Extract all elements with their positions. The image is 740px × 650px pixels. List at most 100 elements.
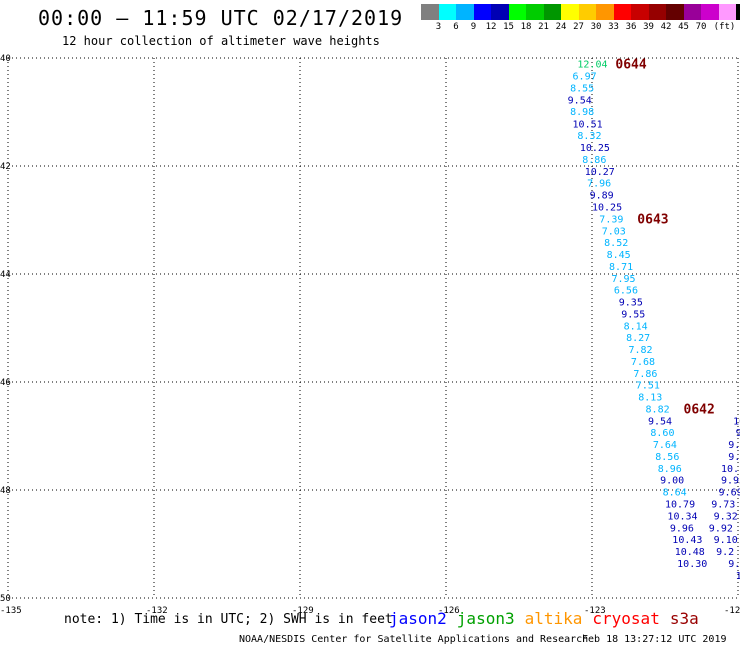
wave-height-value: 9.54 xyxy=(568,96,592,107)
chart-subtitle: 12 hour collection of altimeter wave hei… xyxy=(62,34,380,48)
wave-height-value: 10.27 xyxy=(585,167,615,178)
scale-swatch xyxy=(736,4,740,20)
wave-height-value: 10.79 xyxy=(665,500,695,511)
scale-swatch xyxy=(613,4,631,20)
wave-height-value: 7.51 xyxy=(636,381,660,392)
scale-label: 18 xyxy=(520,22,532,32)
scale-label: 12 xyxy=(485,22,497,32)
wave-height-value: 7.68 xyxy=(631,357,655,368)
wave-height-value: 9.32 xyxy=(714,511,738,522)
wave-height-value: 9.73 xyxy=(711,500,735,511)
wave-height-value: 9.3 xyxy=(728,452,740,463)
wave-height-value: 9.00 xyxy=(660,476,684,487)
scale-swatch xyxy=(701,4,719,20)
wave-height-value: 7.03 xyxy=(602,226,626,237)
wave-height-value: 8.55 xyxy=(570,84,594,95)
scale-label: 45 xyxy=(678,22,689,32)
legend-altika: altika xyxy=(524,609,583,628)
scale-label: 36 xyxy=(625,22,637,32)
wave-height-value: 8.52 xyxy=(604,238,628,249)
wave-height-value: 9.95 xyxy=(721,476,740,487)
wave-height-value: 8.96 xyxy=(658,464,682,475)
credit-line: NOAA/NESDIS Center for Satellite Applica… xyxy=(239,634,589,645)
scale-swatch xyxy=(526,4,544,20)
scale-swatch xyxy=(596,4,614,20)
latitude-label: 44 xyxy=(0,270,11,280)
wave-height-value: 9.69 xyxy=(719,488,740,499)
scale-swatch xyxy=(491,4,509,20)
generation-timestamp: Feb 18 13:27:12 UTC 2019 xyxy=(582,634,727,645)
longitude-label: -135 xyxy=(0,606,22,616)
legend-jason2: jason2 xyxy=(389,609,447,628)
wave-height-value: 8.45 xyxy=(607,250,631,261)
wave-height-value: 9.55 xyxy=(621,309,645,320)
satellite-legend: jason2 jason3 altika cryosat s3a xyxy=(389,609,709,628)
wave-height-value: 9.3 xyxy=(728,440,740,451)
footnote: note: 1) Time is in UTC; 2) SWH is in fe… xyxy=(64,612,393,627)
wave-height-value: 10 xyxy=(733,416,740,427)
longitude-label: -123 xyxy=(584,606,606,616)
latitude-label: 42 xyxy=(0,162,11,172)
wave-height-value: 7.82 xyxy=(629,345,653,356)
scale-swatch xyxy=(456,4,474,20)
wave-height-value: 9.96 xyxy=(670,523,694,534)
map-grid xyxy=(7,57,739,599)
wave-height-value: 6.56 xyxy=(614,286,638,297)
scale-label: 6 xyxy=(453,22,459,32)
scale-label: 30 xyxy=(590,22,602,32)
scale-label: 42 xyxy=(660,22,672,32)
wave-height-values: 12.046.978.559.548.9810.518.3210.258.861… xyxy=(568,59,740,581)
scale-label: 24 xyxy=(555,22,567,32)
wave-height-value: 9.89 xyxy=(590,191,614,202)
scale-swatch xyxy=(683,4,701,20)
longitude-label: -126 xyxy=(438,606,460,616)
wave-height-value: 10.48 xyxy=(675,547,705,558)
pass-time-label: 0644 xyxy=(615,57,646,72)
scale-swatch xyxy=(438,4,456,20)
wave-height-value: 9.35 xyxy=(619,298,643,309)
scale-label: (ft) xyxy=(713,22,736,32)
scale-label: 27 xyxy=(573,22,584,32)
wave-height-value: 7.64 xyxy=(653,440,677,451)
wave-height-value: 8.86 xyxy=(582,155,606,166)
wave-height-value: 10.51 xyxy=(573,119,603,130)
scale-swatch xyxy=(631,4,649,20)
scale-swatch xyxy=(561,4,579,20)
chart-title: 00:00 – 11:59 UTC 02/17/2019 xyxy=(38,6,404,30)
wave-height-value: 6.97 xyxy=(573,71,597,82)
wave-height-value: 12.04 xyxy=(577,59,607,70)
scale-label: 3 xyxy=(435,22,442,32)
scale-swatch xyxy=(578,4,596,20)
scale-swatch xyxy=(666,4,684,20)
wave-height-value: 9.92 xyxy=(709,523,733,534)
latitude-label: 50 xyxy=(0,594,11,604)
scale-label: 21 xyxy=(538,22,549,32)
wave-height-value: 10.25 xyxy=(580,143,610,154)
latitude-label: 48 xyxy=(0,486,11,496)
wave-height-value: 10.43 xyxy=(672,535,702,546)
wave-height-value: 10.34 xyxy=(667,511,697,522)
wave-height-value: 7.86 xyxy=(633,369,657,380)
wave-height-value: 9.54 xyxy=(648,416,672,427)
scale-swatch xyxy=(421,4,439,20)
wave-height-value: 10 xyxy=(736,571,740,582)
legend-jason3: jason3 xyxy=(456,609,515,628)
wave-height-value: 9. xyxy=(728,559,740,570)
color-scale-bar xyxy=(421,4,740,20)
legend-s3a: s3a xyxy=(669,609,699,628)
wave-height-value: 9 xyxy=(736,428,740,439)
wave-height-value: 9.2 xyxy=(716,547,734,558)
wave-height-value: 8.27 xyxy=(626,333,650,344)
wave-height-value: 8.98 xyxy=(570,107,594,118)
pass-time-label: 0643 xyxy=(637,212,668,227)
scale-swatch xyxy=(718,4,736,20)
longitude-label: -129 xyxy=(292,606,314,616)
wave-height-value: 8.14 xyxy=(624,321,648,332)
wave-height-value: 10.14 xyxy=(721,464,740,475)
wave-height-value: 8.60 xyxy=(650,428,674,439)
wave-height-value: 9.10 xyxy=(714,535,738,546)
wave-height-value: 7.39 xyxy=(599,214,623,225)
legend-cryosat: cryosat xyxy=(592,609,660,628)
wave-height-value: 8.82 xyxy=(646,404,670,415)
